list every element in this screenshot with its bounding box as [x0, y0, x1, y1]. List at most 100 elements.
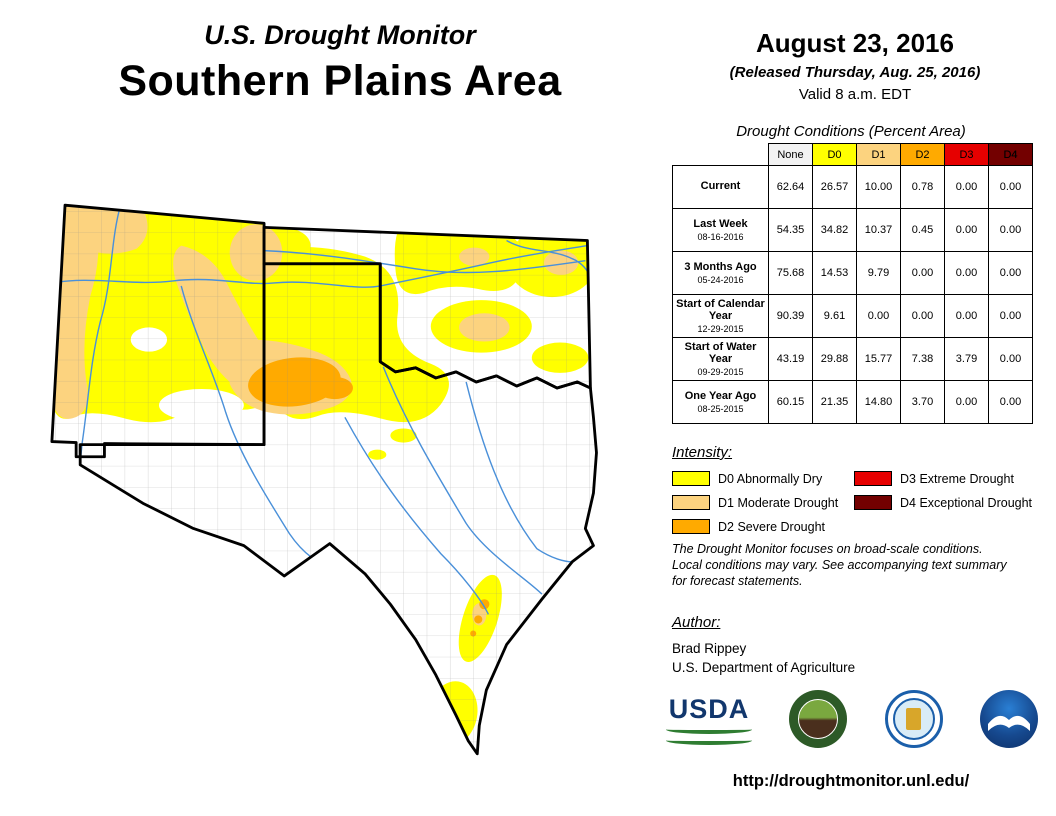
report-title: U.S. Drought Monitor: [204, 20, 476, 50]
value-cell: 26.57: [812, 165, 857, 209]
value-cell: 0.00: [988, 165, 1033, 209]
usda-swoosh-icon: [666, 725, 752, 734]
value-cell: 14.53: [812, 251, 857, 295]
col-header-d2: D2: [900, 143, 945, 166]
value-cell: 60.15: [768, 380, 813, 424]
author-block: Author: Brad Rippey U.S. Department of A…: [672, 614, 855, 677]
table-row: 3 Months Ago 05-24-2016 75.68 14.53 9.79 …: [672, 251, 1033, 295]
value-cell: 3.79: [944, 337, 989, 381]
value-cell: 0.00: [900, 294, 945, 338]
col-header-d1: D1: [856, 143, 901, 166]
usda-logo: USDA: [666, 694, 752, 745]
value-cell: 62.64: [768, 165, 813, 209]
col-header-d3: D3: [944, 143, 989, 166]
legend-label: D2 Severe Drought: [718, 519, 826, 534]
legend-item-d2: D2 Severe Drought: [672, 519, 825, 534]
valid-time: Valid 8 a.m. EDT: [798, 86, 912, 103]
value-cell: 0.45: [900, 208, 945, 252]
disclaimer-text: The Drought Monitor focuses on broad-sca…: [672, 541, 1042, 589]
value-cell: 0.00: [944, 380, 989, 424]
legend-label: D4 Exceptional Drought: [900, 495, 1033, 510]
table-row: Current 62.64 26.57 10.00 0.78 0.00 0.00: [672, 165, 1033, 209]
row-label: Start of Water Year: [684, 341, 757, 365]
table-row: Last Week 08-16-2016 54.35 34.82 10.37 0.…: [672, 208, 1033, 252]
table-row: Start of Water Year 09-29-2015 43.19 29.8…: [672, 337, 1033, 381]
usda-swoosh-icon: [666, 736, 752, 745]
row-date: 05-24-2016: [697, 275, 744, 285]
rivers: [51, 205, 592, 615]
state-borders: [50, 203, 598, 756]
value-cell: 0.00: [900, 251, 945, 295]
legend-label: D1 Moderate Drought: [718, 495, 839, 510]
value-cell: 0.00: [856, 294, 901, 338]
row-date: 09-29-2015: [697, 367, 744, 377]
value-cell: 0.00: [988, 337, 1033, 381]
value-cell: 7.38: [900, 337, 945, 381]
title-block: U.S. Drought Monitor Southern Plains Are…: [40, 20, 640, 106]
legend-item-d3: D3 Extreme Drought: [854, 471, 1014, 486]
disclaimer-line: for forecast statements.: [672, 574, 803, 588]
intensity-legend: Intensity: D0 Abnormally Dry D1 Moderate…: [672, 444, 1040, 543]
value-cell: 54.35: [768, 208, 813, 252]
legend-item-d0: D0 Abnormally Dry: [672, 471, 822, 486]
value-cell: 34.82: [812, 208, 857, 252]
d1-swatch: [672, 495, 710, 510]
d2-swatch: [672, 519, 710, 534]
author-org: U.S. Department of Agriculture: [672, 660, 856, 675]
row-label: One Year Ago: [684, 390, 757, 402]
ndmc-emblem-icon: [798, 699, 839, 739]
value-cell: 0.00: [988, 251, 1033, 295]
value-cell: 90.39: [768, 294, 813, 338]
row-date: 12-29-2015: [697, 324, 744, 334]
value-cell: 10.37: [856, 208, 901, 252]
value-cell: 29.88: [812, 337, 857, 381]
value-cell: 3.70: [900, 380, 945, 424]
d0-swatch: [672, 471, 710, 486]
intensity-title: Intensity:: [672, 444, 733, 461]
value-cell: 21.35: [812, 380, 857, 424]
value-cell: 14.80: [856, 380, 901, 424]
commerce-seal-inner: [892, 698, 935, 740]
region-title: Southern Plains Area: [118, 57, 562, 105]
drought-map: [30, 190, 680, 776]
author-title: Author:: [672, 614, 721, 631]
legend-label: D0 Abnormally Dry: [718, 471, 823, 486]
table-row: Start of Calendar Year 12-29-2015 90.39 9…: [672, 294, 1033, 338]
noaa-seagull-icon: [987, 715, 1030, 731]
value-cell: 0.00: [944, 208, 989, 252]
table-header-row: None D0 D1 D2 D3 D4: [672, 143, 1033, 166]
drought-conditions-table: None D0 D1 D2 D3 D4 Current 62.64 26.57 …: [672, 143, 1033, 424]
row-label: Start of Calendar Year: [676, 298, 765, 322]
d4-swatch: [854, 495, 892, 510]
row-label: Current: [700, 180, 741, 192]
value-cell: 0.00: [944, 251, 989, 295]
col-header-d0: D0: [812, 143, 857, 166]
value-cell: 9.79: [856, 251, 901, 295]
usda-wordmark: USDA: [668, 693, 750, 724]
state-texas: [78, 262, 598, 756]
source-url: http://droughtmonitor.unl.edu/: [732, 772, 970, 790]
value-cell: 9.61: [812, 294, 857, 338]
row-date: 08-25-2015: [697, 404, 744, 414]
logo-row: USDA: [666, 690, 1038, 748]
author-name: Brad Rippey: [672, 641, 747, 656]
table-row: One Year Ago 08-25-2015 60.15 21.35 14.80…: [672, 380, 1033, 424]
legend-item-d4: D4 Exceptional Drought: [854, 495, 1032, 510]
legend-item-d1: D1 Moderate Drought: [672, 495, 838, 510]
value-cell: 75.68: [768, 251, 813, 295]
value-cell: 10.00: [856, 165, 901, 209]
ndmc-logo: [789, 690, 848, 748]
commerce-seal-logo: [884, 690, 943, 748]
legend-label: D3 Extreme Drought: [900, 471, 1014, 486]
disclaimer-line: Local conditions may vary. See accompany…: [672, 558, 1007, 572]
county-lines: [51, 205, 597, 754]
value-cell: 0.00: [944, 165, 989, 209]
row-label: 3 Months Ago: [684, 261, 757, 273]
value-cell: 0.00: [988, 294, 1033, 338]
table-corner-cell: [672, 143, 769, 166]
col-header-none: None: [768, 143, 813, 166]
commerce-emblem-icon: [906, 708, 922, 730]
row-date: 08-16-2016: [697, 232, 744, 242]
noaa-logo: [979, 690, 1038, 748]
